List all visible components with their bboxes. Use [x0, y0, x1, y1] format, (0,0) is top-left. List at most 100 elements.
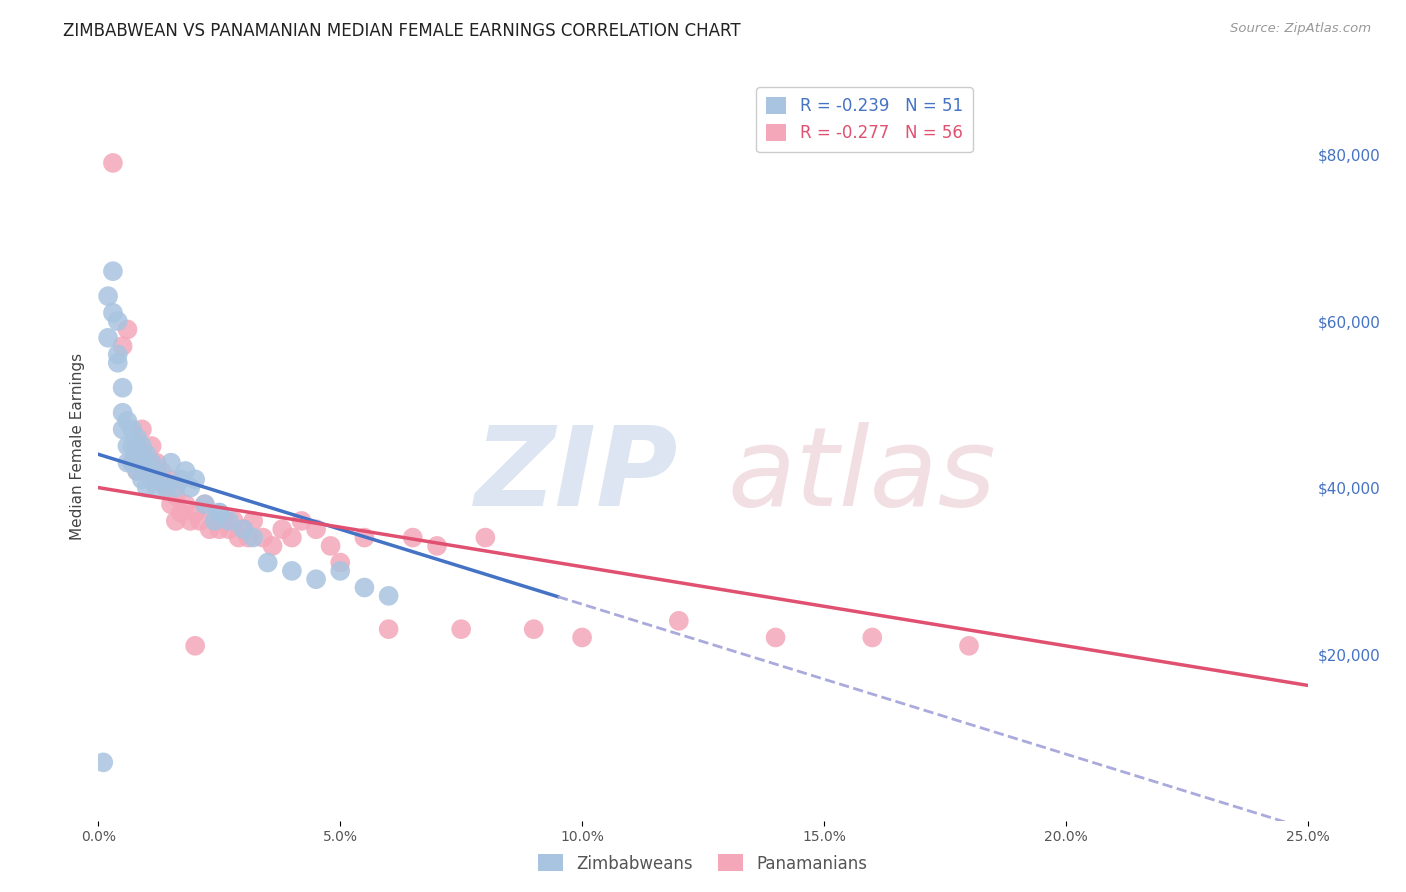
Point	[131, 447, 153, 461]
Legend: Zimbabweans, Panamanians: Zimbabweans, Panamanians	[531, 847, 875, 880]
Point	[329, 556, 352, 570]
Point	[232, 522, 254, 536]
Point	[145, 472, 167, 486]
Point	[107, 356, 129, 370]
Point	[165, 481, 187, 495]
Point	[329, 564, 352, 578]
Point	[222, 514, 245, 528]
Point	[188, 514, 211, 528]
Point	[860, 631, 883, 645]
Point	[135, 447, 157, 461]
Text: ZIMBABWEAN VS PANAMANIAN MEDIAN FEMALE EARNINGS CORRELATION CHART: ZIMBABWEAN VS PANAMANIAN MEDIAN FEMALE E…	[63, 22, 741, 40]
Point	[135, 464, 157, 478]
Point	[135, 464, 157, 478]
Point	[228, 531, 250, 545]
Point	[179, 481, 201, 495]
Point	[127, 431, 149, 445]
Point	[165, 489, 187, 503]
Point	[290, 514, 312, 528]
Point	[91, 756, 114, 770]
Point	[150, 464, 173, 478]
Text: Source: ZipAtlas.com: Source: ZipAtlas.com	[1230, 22, 1371, 36]
Point	[353, 531, 375, 545]
Point	[305, 572, 328, 586]
Point	[145, 464, 167, 478]
Point	[111, 381, 134, 395]
Point	[101, 306, 124, 320]
Point	[281, 531, 304, 545]
Point	[121, 456, 143, 470]
Point	[97, 289, 120, 303]
Y-axis label: Median Female Earnings: Median Female Earnings	[69, 352, 84, 540]
Point	[169, 472, 191, 486]
Point	[165, 514, 187, 528]
Point	[218, 514, 240, 528]
Point	[238, 531, 260, 545]
Point	[174, 464, 197, 478]
Point	[174, 497, 197, 511]
Point	[208, 506, 231, 520]
Point	[141, 439, 163, 453]
Point	[377, 622, 399, 636]
Point	[232, 522, 254, 536]
Point	[305, 522, 328, 536]
Point	[135, 481, 157, 495]
Point	[281, 564, 304, 578]
Point	[160, 456, 183, 470]
Point	[117, 456, 139, 470]
Point	[204, 514, 226, 528]
Point	[111, 422, 134, 436]
Point	[474, 531, 496, 545]
Point	[377, 589, 399, 603]
Point	[194, 497, 217, 511]
Point	[169, 506, 191, 520]
Point	[141, 472, 163, 486]
Point	[204, 514, 226, 528]
Point	[121, 439, 143, 453]
Point	[131, 422, 153, 436]
Point	[198, 522, 221, 536]
Point	[179, 514, 201, 528]
Point	[271, 522, 294, 536]
Point	[117, 414, 139, 428]
Point	[765, 631, 787, 645]
Point	[184, 639, 207, 653]
Point	[155, 481, 177, 495]
Point	[101, 156, 124, 170]
Point	[155, 481, 177, 495]
Point	[160, 472, 183, 486]
Point	[117, 439, 139, 453]
Point	[107, 314, 129, 328]
Point	[101, 264, 124, 278]
Point	[127, 464, 149, 478]
Point	[121, 422, 143, 436]
Point	[141, 456, 163, 470]
Point	[212, 514, 235, 528]
Point	[208, 506, 231, 520]
Point	[117, 322, 139, 336]
Point	[218, 522, 240, 536]
Text: ZIP: ZIP	[475, 423, 679, 530]
Point	[252, 531, 274, 545]
Point	[668, 614, 690, 628]
Point	[184, 506, 207, 520]
Point	[450, 622, 472, 636]
Point	[131, 472, 153, 486]
Point	[208, 522, 231, 536]
Point	[145, 456, 167, 470]
Point	[107, 347, 129, 361]
Point	[141, 456, 163, 470]
Point	[262, 539, 284, 553]
Point	[145, 481, 167, 495]
Point	[131, 439, 153, 453]
Point	[571, 631, 593, 645]
Point	[121, 456, 143, 470]
Point	[242, 531, 264, 545]
Point	[256, 556, 278, 570]
Point	[242, 514, 264, 528]
Point	[402, 531, 425, 545]
Point	[127, 447, 149, 461]
Point	[523, 622, 546, 636]
Point	[353, 581, 375, 595]
Point	[194, 497, 217, 511]
